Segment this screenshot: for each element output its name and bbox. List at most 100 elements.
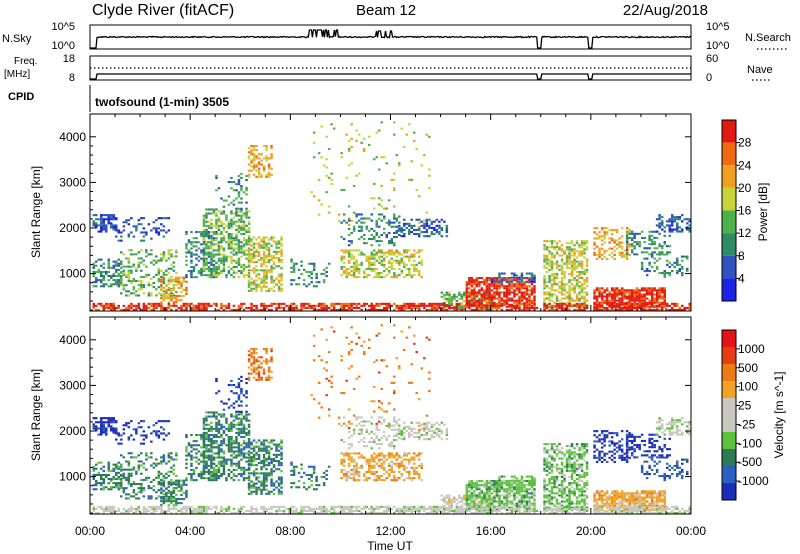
power-cell [242, 265, 246, 268]
power-cell [350, 304, 353, 307]
power-cell [152, 221, 156, 224]
power-cell [357, 229, 361, 232]
velocity-cell [210, 448, 213, 451]
velocity-cell [240, 448, 243, 451]
power-cell [528, 297, 531, 300]
power-cell [460, 301, 464, 304]
power-cell [681, 259, 684, 262]
power-cell [570, 303, 574, 306]
power-cell [650, 302, 654, 305]
power-cell [162, 273, 166, 276]
power-cell [350, 219, 353, 222]
power-cell [202, 235, 206, 238]
power-cell [428, 187, 431, 190]
power-cell [125, 273, 128, 276]
power-cell [115, 270, 118, 273]
power-cell [605, 302, 609, 305]
power-cell [420, 231, 423, 234]
velocity-cell [247, 419, 251, 422]
power-cell [563, 302, 566, 305]
power-cell [247, 247, 251, 250]
velocity-cell [205, 438, 208, 441]
power-cell [345, 267, 348, 270]
velocity-cell [117, 465, 120, 468]
power-cell [658, 224, 661, 227]
beam-label: Beam 12 [356, 2, 416, 19]
power-cell [688, 230, 691, 233]
power-cell [247, 254, 251, 257]
velocity-cell [265, 484, 268, 487]
velocity-cell [140, 426, 143, 429]
power-cell [262, 246, 266, 249]
power-cell [403, 145, 406, 148]
power-cell [125, 294, 128, 297]
power-cell [210, 239, 213, 242]
power-cell [257, 250, 261, 253]
power-cell [347, 223, 351, 226]
power-cell [127, 273, 131, 276]
power-cell [558, 268, 561, 271]
velocity-cell [127, 493, 131, 496]
power-cell [237, 263, 241, 266]
power-cell [473, 287, 476, 290]
power-cell [247, 259, 251, 262]
power-cell [485, 299, 489, 302]
power-cell [167, 253, 171, 256]
velocity-cell [157, 462, 161, 465]
power-cell [132, 225, 136, 228]
power-cell [265, 277, 268, 280]
power-cell [565, 295, 569, 298]
power-cell [300, 260, 303, 263]
power-cell [598, 287, 601, 290]
velocity-cell [242, 436, 246, 439]
power-cell [107, 218, 110, 221]
velocity-cell [117, 486, 120, 489]
power-cell [688, 218, 691, 221]
velocity-cell [95, 463, 98, 466]
power-cell [355, 249, 358, 252]
power-cell [423, 231, 426, 234]
velocity-cell [167, 496, 171, 499]
power-cell [580, 297, 584, 300]
power-cell [242, 267, 246, 270]
power-cell [262, 244, 266, 247]
power-cell [232, 222, 236, 225]
power-cell [390, 263, 393, 266]
power-cell [177, 299, 181, 302]
power-cell [398, 306, 401, 309]
power-cell [212, 259, 216, 262]
power-cell [630, 232, 634, 235]
velocity-cell [260, 490, 263, 493]
power-cell [671, 270, 674, 273]
power-cell [250, 153, 253, 156]
power-cell [215, 212, 218, 215]
power-cell [490, 304, 494, 307]
velocity-cell [267, 441, 271, 444]
power-cell [445, 228, 449, 231]
power-cell [676, 222, 679, 225]
velocity-cell [135, 493, 138, 496]
power-cell [363, 242, 366, 245]
velocity-cell [215, 475, 218, 478]
velocity-cell [230, 427, 233, 430]
velocity-cell [95, 429, 98, 432]
freq-tick-top: 18 [63, 53, 75, 65]
power-cell [262, 302, 266, 305]
velocity-cell [142, 495, 146, 498]
velocity-cell [165, 487, 168, 490]
velocity-cell [92, 473, 95, 476]
power-cell [633, 302, 636, 305]
velocity-cell [147, 456, 151, 459]
power-cell [160, 223, 163, 226]
velocity-cell [217, 462, 221, 465]
power-cell [340, 274, 343, 277]
power-cell [545, 270, 549, 273]
velocity-cell [215, 440, 218, 443]
velocity-cell [207, 434, 211, 437]
power-cell [167, 271, 171, 274]
velocity-cell [212, 427, 216, 430]
power-cell [385, 207, 388, 210]
power-cell [433, 302, 436, 305]
power-cell [453, 308, 456, 311]
power-cell [162, 290, 166, 293]
